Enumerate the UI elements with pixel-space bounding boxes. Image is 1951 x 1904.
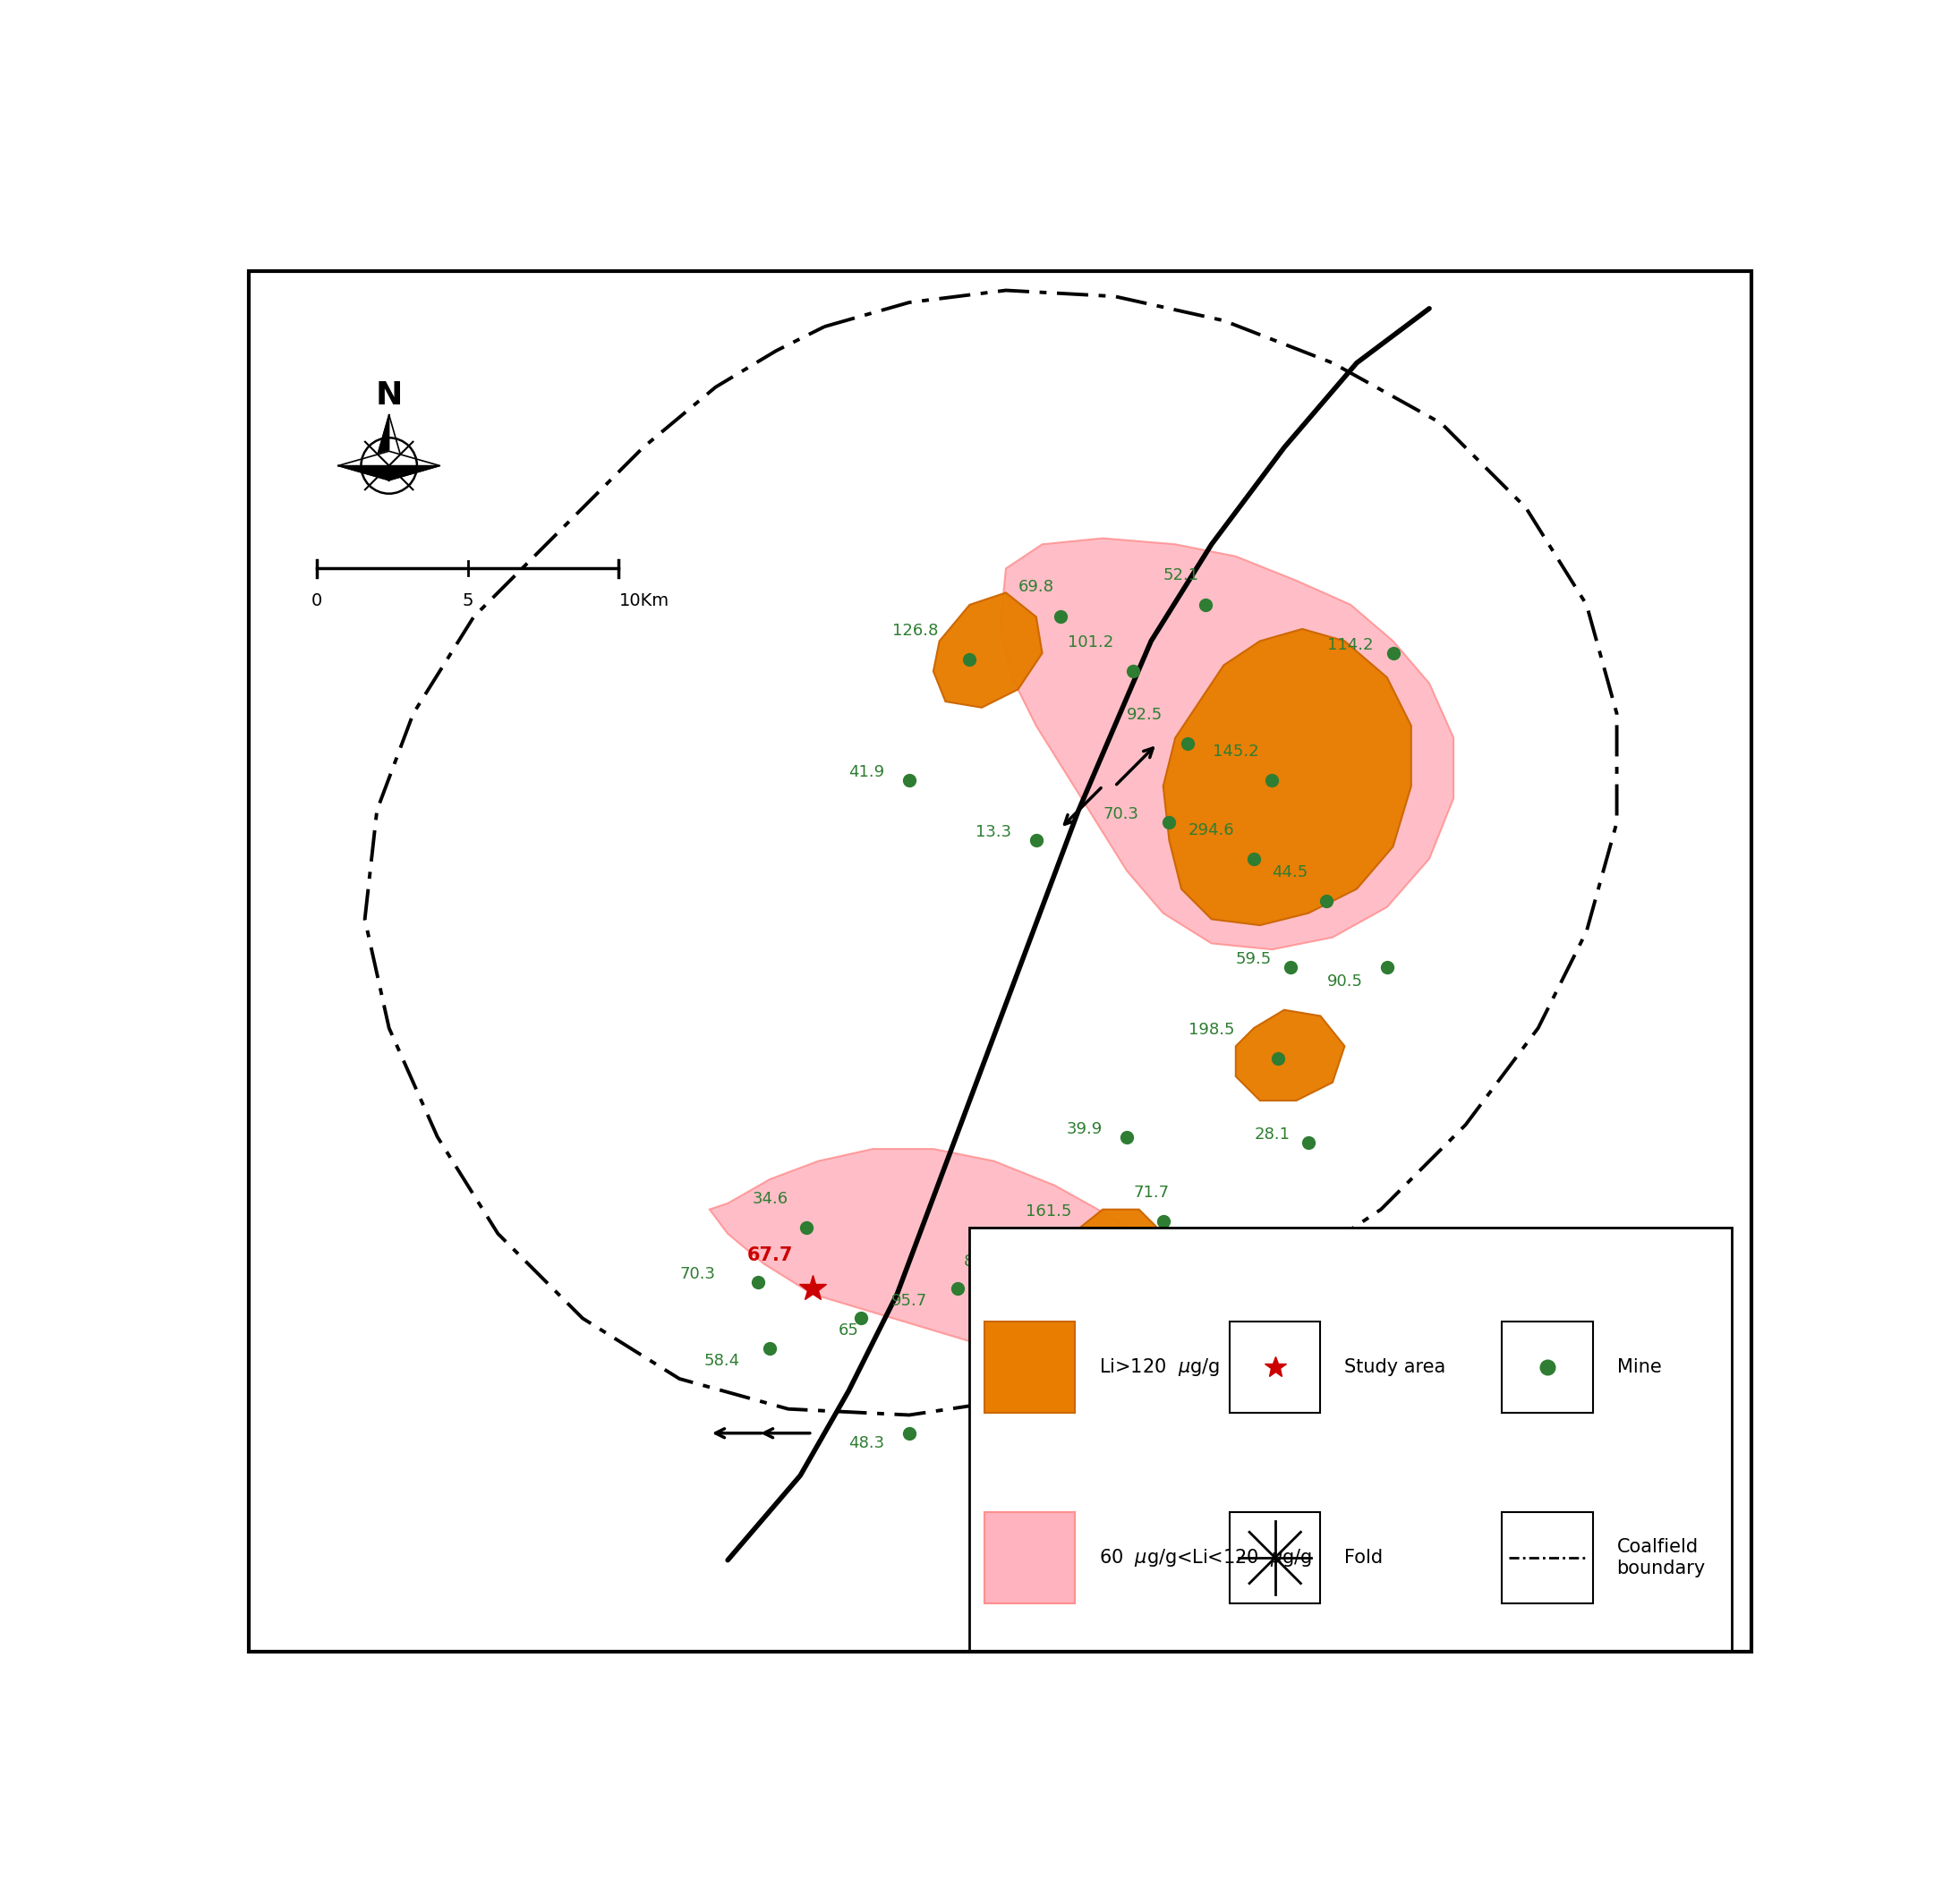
Text: 70.3: 70.3 (679, 1266, 716, 1281)
Polygon shape (710, 1148, 1212, 1361)
Text: 52.1: 52.1 (1163, 567, 1200, 583)
Text: 10Km: 10Km (618, 592, 669, 609)
Text: 114.2: 114.2 (1327, 638, 1374, 653)
Polygon shape (375, 415, 388, 482)
Bar (970, 1228, 1732, 1651)
Text: 32.5: 32.5 (970, 1436, 1007, 1451)
Polygon shape (1163, 628, 1411, 925)
Polygon shape (933, 592, 1042, 708)
Text: 60  $\mu$g/g<Li<120  $\mu$g/g: 60 $\mu$g/g<Li<120 $\mu$g/g (1098, 1546, 1313, 1569)
Text: 80.2: 80.2 (964, 1255, 999, 1270)
Text: 71.7: 71.7 (1134, 1184, 1169, 1201)
Text: 39.9: 39.9 (1067, 1121, 1102, 1137)
Text: Coalfield
boundary: Coalfield boundary (1617, 1538, 1705, 1577)
Text: 126.8: 126.8 (892, 623, 938, 638)
Text: 101.2: 101.2 (1067, 634, 1114, 651)
Text: 28.1: 28.1 (1254, 1127, 1290, 1142)
Text: N: N (375, 381, 402, 411)
Bar (1229, 1512, 1321, 1603)
Text: 90.5: 90.5 (1327, 973, 1362, 990)
Bar (983, 1321, 1075, 1413)
Bar (1502, 1321, 1592, 1413)
Text: Mine: Mine (1617, 1358, 1662, 1377)
Text: 70.3: 70.3 (1102, 805, 1139, 823)
Text: 92.5: 92.5 (1128, 706, 1163, 724)
Polygon shape (1235, 1009, 1344, 1101)
Text: Fold: Fold (1344, 1548, 1383, 1567)
Text: 161.5: 161.5 (1026, 1203, 1071, 1219)
Text: 34.6: 34.6 (751, 1190, 788, 1207)
Polygon shape (1001, 539, 1453, 950)
Polygon shape (1054, 1209, 1163, 1300)
Bar (983, 1512, 1075, 1603)
Text: 0: 0 (310, 592, 322, 609)
Text: 58.4: 58.4 (704, 1354, 739, 1369)
Text: 44.5: 44.5 (1272, 864, 1309, 880)
Polygon shape (338, 451, 439, 466)
Text: 145.2: 145.2 (1214, 743, 1258, 760)
Text: 41.9: 41.9 (849, 764, 886, 781)
Text: 65: 65 (839, 1323, 858, 1339)
Text: 198.5: 198.5 (1188, 1022, 1235, 1038)
Text: 294.6: 294.6 (1188, 823, 1235, 838)
Bar (1502, 1512, 1592, 1603)
Text: Li>120  $\mu$g/g: Li>120 $\mu$g/g (1098, 1356, 1219, 1378)
Text: 69.8: 69.8 (1018, 579, 1054, 596)
Text: 95.7: 95.7 (892, 1293, 927, 1308)
Polygon shape (338, 466, 439, 480)
Text: 59.5: 59.5 (1235, 952, 1272, 967)
Polygon shape (388, 415, 404, 466)
Text: Study area: Study area (1344, 1358, 1446, 1377)
Text: 5: 5 (462, 592, 474, 609)
Text: 13.3: 13.3 (976, 824, 1013, 840)
Text: 48.3: 48.3 (849, 1436, 886, 1451)
Bar (1229, 1321, 1321, 1413)
Text: 67.7: 67.7 (747, 1245, 792, 1264)
